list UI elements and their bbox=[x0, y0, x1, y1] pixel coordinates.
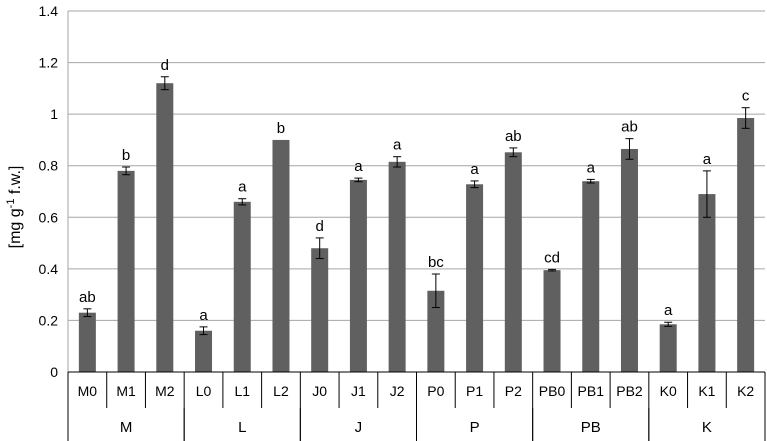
significance-label: a bbox=[664, 302, 673, 319]
bar-P2 bbox=[504, 152, 522, 372]
y-axis-label: [mg g-1 f.w.] bbox=[5, 166, 24, 249]
x-tick-label: PB1 bbox=[578, 383, 605, 399]
significance-label: a bbox=[238, 179, 247, 196]
significance-label: ab bbox=[79, 289, 96, 306]
significance-label: a bbox=[199, 307, 208, 324]
bar-P1 bbox=[466, 184, 484, 372]
bar-J0 bbox=[311, 248, 329, 372]
significance-label: a bbox=[393, 137, 402, 154]
group-label: M bbox=[120, 419, 133, 436]
x-axis: M0 M1 M2 L0 L1 L2 J0 J1 J2 P0 P1 P2 PB0 PB1 PB2 K0 K1 K2 M… bbox=[67, 371, 766, 441]
x-tick-label: P2 bbox=[505, 383, 522, 399]
significance-label: cd bbox=[544, 249, 560, 266]
x-tick-label: P1 bbox=[466, 383, 483, 399]
bar-J2 bbox=[388, 161, 406, 372]
bar-M2 bbox=[156, 83, 174, 372]
x-tick-label: J1 bbox=[351, 383, 366, 399]
x-tick-label: L1 bbox=[234, 383, 250, 399]
x-tick-label: K0 bbox=[660, 383, 677, 399]
significance-label: ab bbox=[505, 128, 522, 145]
x-tick-label: M1 bbox=[116, 383, 136, 399]
significance-label: d bbox=[316, 218, 324, 235]
significance-label: a bbox=[470, 161, 479, 178]
bar-L2 bbox=[272, 139, 290, 372]
y-axis-label-prefix: [mg g bbox=[7, 208, 24, 248]
group-label: K bbox=[702, 419, 712, 436]
x-tick-label: PB2 bbox=[616, 383, 643, 399]
group-label: L bbox=[238, 419, 246, 436]
significance-label: b bbox=[122, 147, 130, 164]
bar-K2 bbox=[737, 118, 755, 372]
significance-label: a bbox=[354, 158, 363, 175]
significance-label: a bbox=[587, 159, 596, 176]
bar-PB0 bbox=[543, 270, 561, 372]
bar-L0 bbox=[195, 330, 213, 372]
y-tick-label: 0.2 bbox=[39, 312, 59, 328]
y-axis-label-sup: -1 bbox=[5, 199, 17, 209]
error-bars bbox=[83, 76, 750, 336]
group-label: P bbox=[470, 419, 480, 436]
y-tick-label: 0 bbox=[50, 364, 58, 380]
y-tick-labels: 0 0.2 0.4 0.6 0.8 1 1.2 1.4 bbox=[39, 3, 59, 380]
bar-PB2 bbox=[620, 148, 638, 372]
bars bbox=[78, 83, 755, 372]
y-tick-label: 1 bbox=[50, 106, 58, 122]
y-tick-label: 0.8 bbox=[39, 158, 59, 174]
group-label: J bbox=[355, 419, 363, 436]
y-tick-label: 1.4 bbox=[39, 3, 59, 19]
x-tick-label: K2 bbox=[737, 383, 754, 399]
y-tick-label: 0.4 bbox=[39, 261, 59, 277]
x-tick-label: L0 bbox=[196, 383, 212, 399]
significance-label: a bbox=[703, 151, 712, 168]
bar-M1 bbox=[117, 170, 135, 372]
bar-M0 bbox=[78, 312, 96, 372]
bar-PB1 bbox=[582, 181, 600, 372]
bar-L1 bbox=[233, 201, 251, 372]
significance-label: b bbox=[277, 120, 285, 137]
significance-label: ab bbox=[621, 119, 638, 136]
y-tick-label: 1.2 bbox=[39, 55, 59, 71]
x-tick-label: K1 bbox=[698, 383, 715, 399]
x-tick-label: L2 bbox=[273, 383, 289, 399]
group-label: PB bbox=[581, 419, 601, 436]
x-tick-label: J2 bbox=[390, 383, 405, 399]
bar-K1 bbox=[698, 194, 716, 372]
bar-J1 bbox=[349, 179, 367, 372]
y-axis-label-suffix: f.w.] bbox=[7, 166, 24, 199]
x-tick-label: PB0 bbox=[539, 383, 566, 399]
significance-label: c bbox=[742, 88, 750, 105]
gridlines bbox=[67, 10, 765, 373]
bar-K0 bbox=[659, 324, 677, 372]
significance-label: d bbox=[161, 57, 169, 74]
x-tick-label: M0 bbox=[78, 383, 98, 399]
y-tick-label: 0.6 bbox=[39, 209, 59, 225]
significance-label: bc bbox=[428, 254, 444, 271]
x-tick-label: J0 bbox=[312, 383, 327, 399]
x-tick-label: M2 bbox=[155, 383, 175, 399]
x-tick-label: P0 bbox=[427, 383, 444, 399]
bar-P0 bbox=[427, 290, 445, 372]
